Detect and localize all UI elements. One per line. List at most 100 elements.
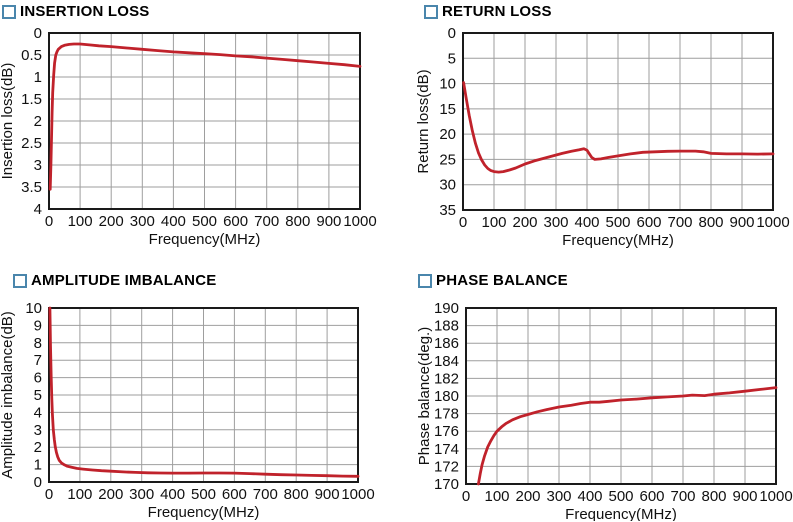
- x-tick-label: 0: [45, 486, 53, 503]
- y-tick-label: 170: [434, 476, 459, 493]
- chart-title-text: RETURN LOSS: [442, 3, 552, 20]
- y-tick-label: 186: [434, 335, 459, 352]
- y-tick-label: 9: [34, 317, 42, 334]
- amplitude-imbalance-panel: AMPLITUDE IMBALANCE 0 100 200 300 400 500 600 7…: [0, 261, 396, 522]
- x-tick-label: 100: [67, 486, 92, 503]
- x-tick-label: 100: [484, 488, 509, 505]
- y-tick-label: 8: [34, 335, 42, 352]
- y-tick-label: 6: [34, 370, 42, 387]
- y-axis-title: Return loss(dB): [415, 69, 432, 173]
- x-axis-title: Frequency(MHz): [565, 506, 677, 521]
- x-tick-label: 500: [608, 488, 633, 505]
- y-tick-label: 2.5: [21, 135, 42, 152]
- x-tick-label: 0: [45, 213, 53, 230]
- x-tick-label: 1000: [759, 488, 792, 505]
- x-tick-label: 700: [254, 213, 279, 230]
- y-tick-label: 3: [34, 157, 42, 174]
- x-tick-label: 600: [222, 486, 247, 503]
- return-loss-chart: 0 100 200 300 400 500 600 700 800 900 1000 0 5 10 15 20…: [415, 25, 790, 249]
- x-tick-label: 800: [698, 214, 723, 231]
- x-tick-label: 900: [315, 486, 340, 503]
- amplitude-imbalance-chart: 0 100 200 300 400 500 600 700 800 900 1000 01234567…: [0, 300, 375, 521]
- y-tick-label: 3: [34, 422, 42, 439]
- y-tick-label: 0: [34, 25, 42, 42]
- x-tick-label: 500: [191, 486, 216, 503]
- y-tick-label: 35: [439, 202, 456, 219]
- y-tick-label: 2: [34, 439, 42, 456]
- y-tick-label: 25: [439, 151, 456, 168]
- x-tick-label: 700: [253, 486, 278, 503]
- x-axis-title: Frequency(MHz): [562, 232, 674, 249]
- data-curve: [477, 386, 778, 486]
- x-tick-label: 600: [636, 214, 661, 231]
- y-tick-label: 1: [34, 457, 42, 474]
- x-tick-label: 800: [285, 213, 310, 230]
- y-tick-label: 184: [434, 353, 459, 370]
- y-axis-title: Phase balance(deg.): [416, 327, 433, 465]
- chart-title: AMPLITUDE IMBALANCE: [13, 272, 216, 289]
- x-tick-label: 600: [223, 213, 248, 230]
- checkbox-icon: [418, 273, 432, 288]
- x-axis-title: Frequency(MHz): [149, 231, 261, 248]
- plot-border: [462, 32, 774, 211]
- x-tick-label: 900: [729, 214, 754, 231]
- y-tick-label: 5: [34, 387, 42, 404]
- x-tick-label: 800: [701, 488, 726, 505]
- x-tick-label: 300: [546, 488, 571, 505]
- phase-balance-chart: 0 100 200 300 400 500 600 700 800 900 100017017217…: [416, 300, 793, 521]
- y-tick-label: 188: [434, 318, 459, 335]
- x-tick-label: 700: [670, 488, 695, 505]
- y-tick-label: 180: [434, 388, 459, 405]
- plot-border: [465, 307, 777, 485]
- y-tick-label: 15: [439, 101, 456, 118]
- y-tick-label: 2: [34, 113, 42, 130]
- x-tick-label: 500: [605, 214, 630, 231]
- x-tick-label: 200: [515, 488, 540, 505]
- y-tick-label: 0.5: [21, 47, 42, 64]
- y-tick-label: 1.5: [21, 91, 42, 108]
- x-tick-label: 600: [639, 488, 664, 505]
- chart-title-text: AMPLITUDE IMBALANCE: [31, 272, 217, 289]
- x-axis-title: Frequency(MHz): [148, 504, 260, 521]
- data-curve: [462, 81, 775, 174]
- y-tick-label: 3.5: [21, 179, 42, 196]
- return-loss-panel: RETURN LOSS 0 100 200 300 400 500 600 700 800 900…: [396, 0, 793, 261]
- x-tick-label: 400: [577, 488, 602, 505]
- chart-title: INSERTION LOSS: [2, 3, 149, 20]
- y-tick-label: 1: [34, 69, 42, 86]
- checkbox-icon: [2, 4, 16, 19]
- x-tick-label: 400: [574, 214, 599, 231]
- x-tick-label: 0: [459, 214, 467, 231]
- y-tick-label: 172: [434, 458, 459, 475]
- x-tick-label: 300: [543, 214, 568, 231]
- y-tick-label: 4: [34, 201, 42, 218]
- x-tick-label: 200: [99, 213, 124, 230]
- y-tick-label: 4: [34, 404, 42, 421]
- y-tick-label: 7: [34, 352, 42, 369]
- x-tick-label: 200: [512, 214, 537, 231]
- y-tick-label: 182: [434, 370, 459, 387]
- x-tick-label: 1000: [756, 214, 789, 231]
- y-tick-label: 190: [434, 300, 459, 317]
- y-axis-title: Insertion loss(dB): [0, 63, 16, 180]
- y-tick-label: 178: [434, 406, 459, 423]
- y-tick-label: 0: [448, 25, 456, 42]
- x-tick-label: 1000: [341, 486, 374, 503]
- y-axis-title: Amplitude imbalance(dB): [0, 311, 16, 479]
- x-tick-label: 400: [161, 213, 186, 230]
- x-tick-label: 900: [316, 213, 341, 230]
- chart-title: PHASE BALANCE: [418, 272, 568, 289]
- x-tick-label: 400: [160, 486, 185, 503]
- data-curve: [48, 42, 362, 191]
- y-tick-label: 20: [439, 126, 456, 143]
- x-tick-label: 1000: [343, 213, 376, 230]
- y-tick-label: 174: [434, 441, 459, 458]
- chart-title-text: INSERTION LOSS: [20, 3, 150, 20]
- y-tick-label: 176: [434, 423, 459, 440]
- y-tick-label: 10: [25, 300, 42, 317]
- y-tick-label: 5: [448, 50, 456, 67]
- checkbox-icon: [424, 4, 438, 19]
- checkbox-icon: [13, 273, 27, 288]
- y-tick-label: 30: [439, 177, 456, 194]
- x-tick-label: 800: [284, 486, 309, 503]
